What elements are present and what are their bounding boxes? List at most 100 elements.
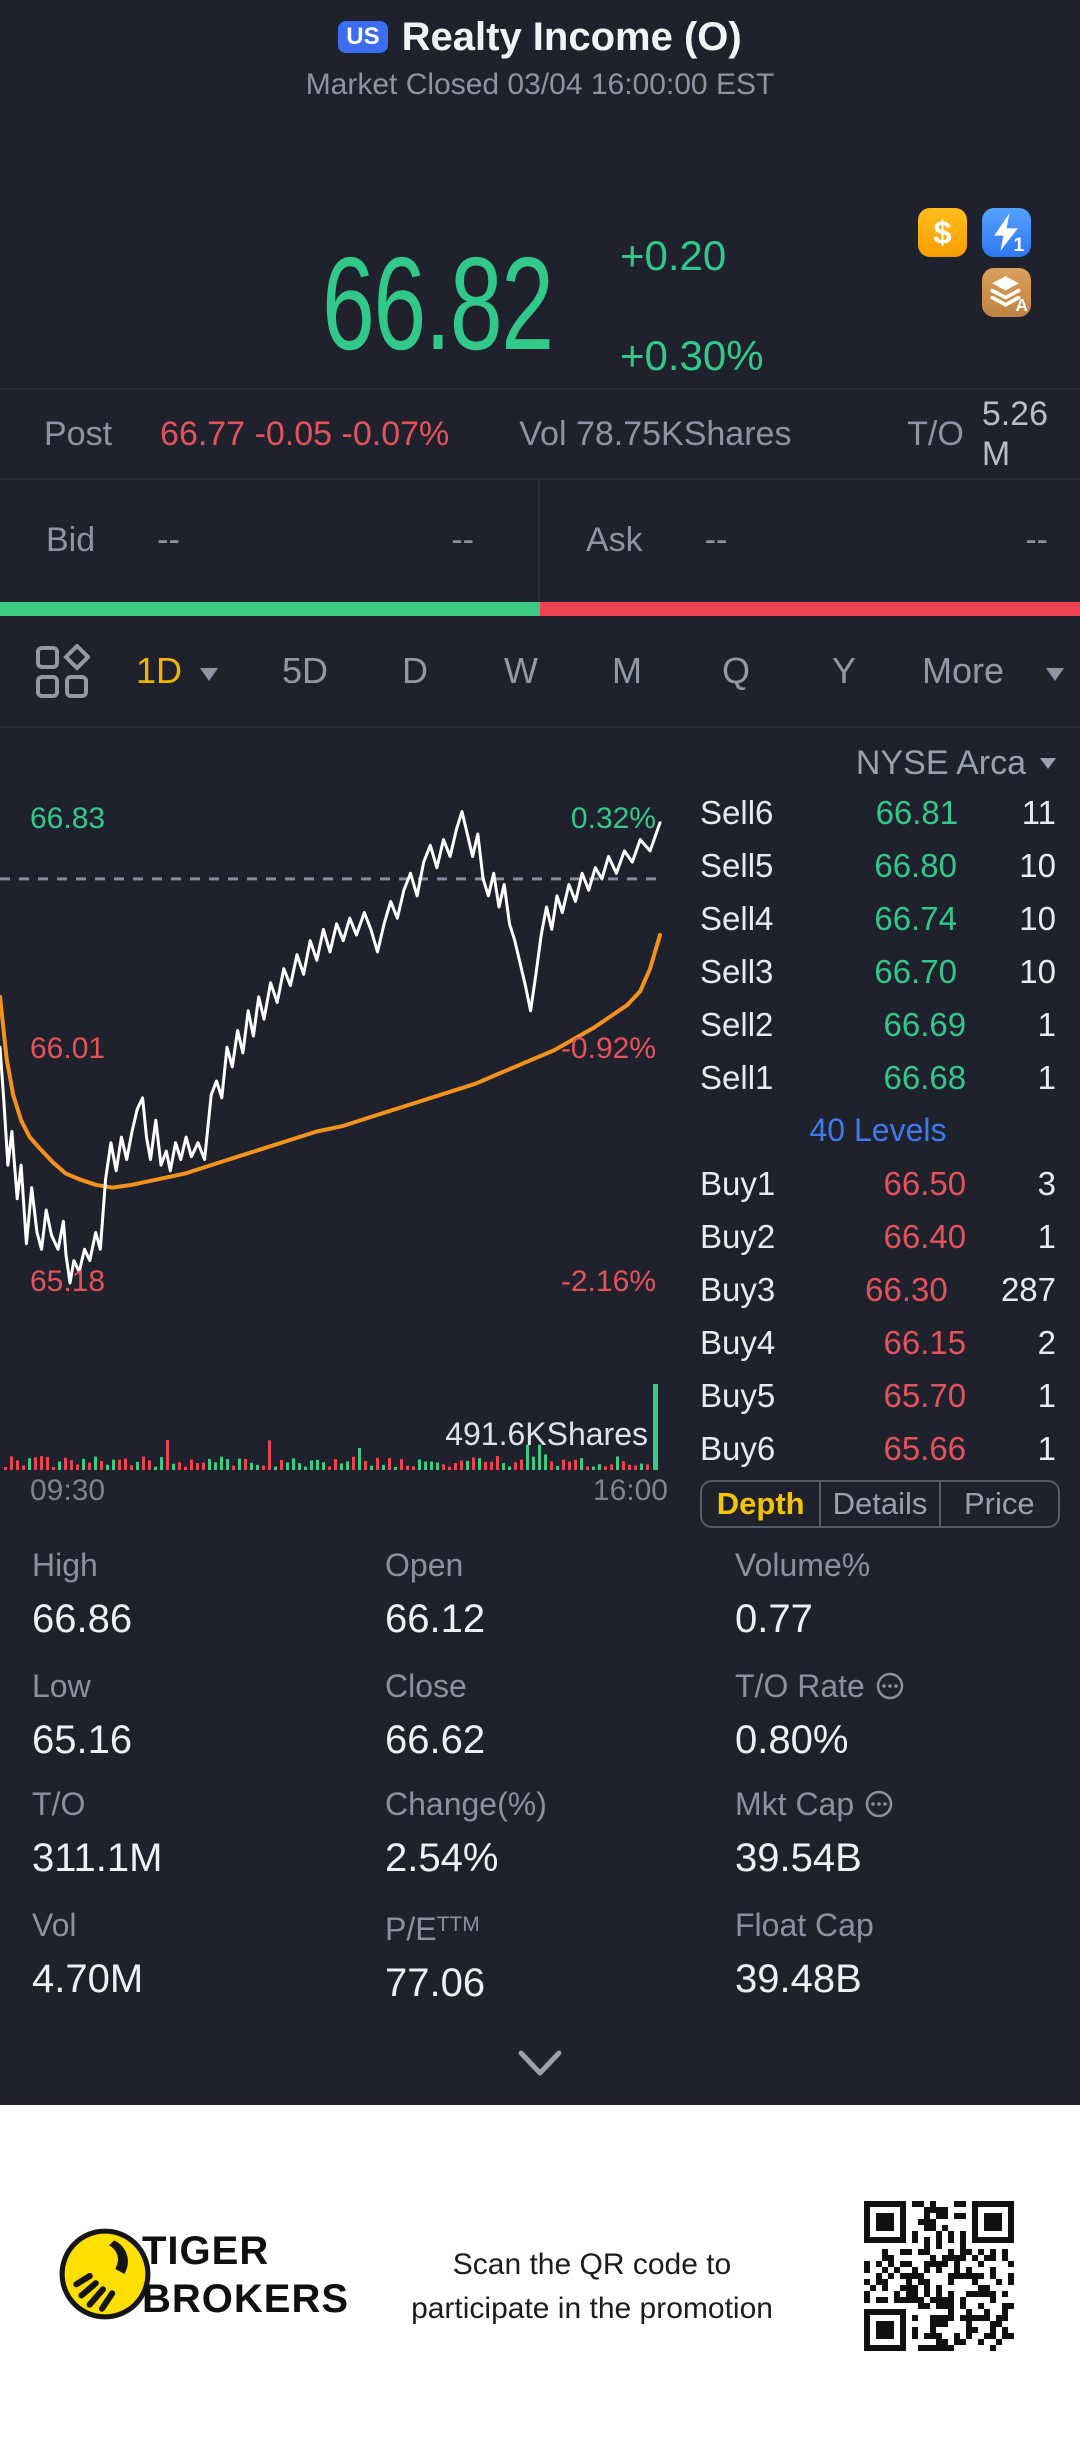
chevron-down-icon[interactable] (1046, 668, 1064, 681)
stat-label: High (32, 1547, 98, 1583)
stat-value: 311.1M (32, 1836, 163, 1880)
level-data-icon[interactable]: A (982, 268, 1031, 317)
tab-details[interactable]: Details (819, 1482, 938, 1526)
flash-order-icon[interactable]: 1 (982, 208, 1031, 257)
ask-panel[interactable]: Ask -- -- (540, 478, 1080, 602)
stat-turnover: T/O 311.1M (32, 1784, 377, 1881)
level-price: 66.70 (874, 952, 957, 990)
buy-row[interactable]: Buy1 66.50 3 (700, 1157, 1056, 1210)
buy-row[interactable]: Buy3 66.30 287 (700, 1263, 1056, 1316)
stat-mkt-cap: Mkt Cap 39.54B (735, 1784, 1080, 1881)
stat-value: 66.62 (385, 1718, 486, 1762)
period-tabbar: 1D 5D D W M Q Y More (0, 616, 1080, 728)
level-qty: 11 (1021, 793, 1056, 831)
level-price: 66.81 (875, 793, 959, 831)
stat-value: 0.80% (735, 1718, 849, 1762)
sell-row[interactable]: Sell2 66.69 1 (700, 998, 1056, 1051)
level-qty: 1 (1037, 1217, 1056, 1255)
svg-text:1: 1 (1013, 234, 1024, 256)
stat-change-pct: Change(%) 2.54% (385, 1784, 730, 1881)
buy-row[interactable]: Buy5 65.70 1 (700, 1369, 1056, 1422)
level-qty: 3 (1037, 1164, 1056, 1202)
buy-row[interactable]: Buy6 65.66 1 (700, 1422, 1056, 1475)
ask-label: Ask (586, 520, 643, 559)
chart-type-grid-icon[interactable] (34, 643, 91, 705)
stat-label: T/O (32, 1786, 86, 1822)
last-price: 66.82 (322, 230, 554, 377)
stat-label: P/E (385, 1911, 437, 1947)
stat-label: T/O Rate (735, 1668, 865, 1704)
level-qty: 2 (1037, 1323, 1056, 1361)
market-badge: US (338, 20, 388, 54)
levels-link[interactable]: 40 Levels (809, 1112, 947, 1148)
bid-price: -- (157, 520, 180, 559)
sell-row[interactable]: Sell6 66.81 11 (700, 786, 1056, 839)
chevron-down-icon[interactable] (200, 668, 218, 681)
axis-low-price: 65.18 (30, 1265, 106, 1298)
stat-pe-ttm: P/ETTM 77.06 (385, 1905, 730, 2006)
tab-5d[interactable]: 5D (282, 650, 329, 691)
buy-row[interactable]: Buy4 66.15 2 (700, 1316, 1056, 1369)
brand-line2: BROKERS (142, 2277, 350, 2321)
level-label: Sell6 (700, 793, 774, 831)
stat-value: 39.54B (735, 1836, 862, 1880)
info-ellipsis-icon[interactable] (875, 1671, 905, 1701)
level-label: Sell2 (700, 1005, 774, 1043)
tab-more[interactable]: More (922, 650, 1005, 691)
dollar-badge-icon[interactable]: $ (918, 208, 967, 257)
depth-tab-group: Depth Details Price (700, 1480, 1060, 1528)
level-price: 66.80 (874, 846, 957, 884)
stat-label: Change(%) (385, 1786, 547, 1822)
tab-year[interactable]: Y (832, 650, 857, 691)
tab-quarter[interactable]: Q (722, 650, 751, 691)
axis-mid-percent: -0.92% (560, 1032, 656, 1065)
level-qty: 10 (1019, 899, 1056, 937)
sell-row[interactable]: Sell3 66.70 10 (700, 945, 1056, 998)
post-turnover-line1: 5.26 (981, 395, 1048, 433)
bid-ask-row: Bid -- -- Ask -- -- (0, 478, 1080, 602)
chart-section: 66.83 0.32% 66.01 -0.92% 65.18 -2.16% 49… (0, 730, 1080, 1530)
ask-ratio-bar (540, 602, 1080, 616)
level-qty: 287 (1000, 1270, 1056, 1308)
venue-selector[interactable]: NYSE Arca (856, 744, 1056, 783)
level-label: Buy3 (700, 1270, 776, 1308)
sell-row[interactable]: Sell1 66.68 1 (700, 1051, 1056, 1104)
tab-1d[interactable]: 1D (136, 650, 183, 691)
bid-panel[interactable]: Bid -- -- (0, 478, 540, 602)
level-label: Buy1 (700, 1164, 776, 1202)
stat-to-rate: T/O Rate 0.80% (735, 1666, 1080, 1763)
buy-row[interactable]: Buy2 66.40 1 (700, 1210, 1056, 1263)
tab-day[interactable]: D (402, 650, 428, 691)
stat-close: Close 66.62 (385, 1666, 730, 1763)
title-row: US Realty Income (O) (0, 12, 1080, 62)
level-price: 66.74 (874, 899, 957, 937)
axis-low-percent: -2.16% (560, 1265, 656, 1298)
info-ellipsis-icon[interactable] (864, 1789, 894, 1819)
level-qty: 10 (1019, 846, 1056, 884)
level-qty: 1 (1037, 1376, 1056, 1414)
tab-depth[interactable]: Depth (716, 1486, 805, 1521)
svg-text:A: A (1016, 295, 1029, 315)
stat-label: Volume% (735, 1547, 871, 1583)
level-label: Sell1 (700, 1058, 774, 1096)
bid-label: Bid (46, 520, 96, 559)
sell-row[interactable]: Sell4 66.74 10 (700, 892, 1056, 945)
tab-month[interactable]: M (612, 650, 642, 691)
orderbook-rows: Sell6 66.81 11 Sell5 66.80 10 Sell4 66.7… (700, 786, 1056, 1475)
brand-wordmark: TIGER BROKERS (142, 2227, 349, 2323)
post-volume: Vol 78.75KShares (519, 414, 792, 453)
expand-chevron-button[interactable] (516, 2046, 564, 2085)
level-label: Buy2 (700, 1217, 776, 1255)
tiger-brokers-logo (59, 2228, 151, 2320)
stat-label: Vol (32, 1907, 77, 1943)
tab-week[interactable]: W (504, 650, 538, 691)
bid-ratio-bar (0, 602, 540, 616)
intraday-chart[interactable] (0, 730, 675, 1530)
volume-callout: 491.6KShares (445, 1416, 648, 1452)
sell-row[interactable]: Sell5 66.80 10 (700, 839, 1056, 892)
stat-low: Low 65.16 (32, 1666, 377, 1763)
axis-mid-price: 66.01 (30, 1032, 106, 1065)
tab-price[interactable]: Price (938, 1482, 1058, 1526)
post-turnover-line2: M (981, 435, 1011, 473)
